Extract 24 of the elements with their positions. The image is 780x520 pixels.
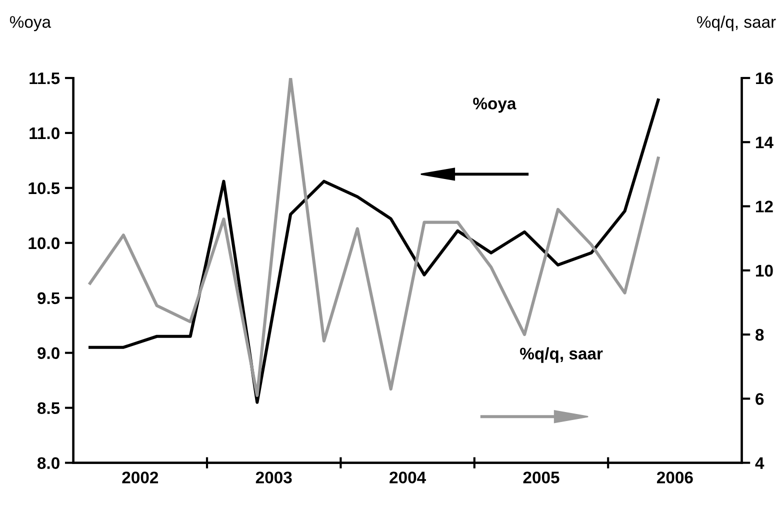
annotation: %q/q, saar bbox=[520, 347, 603, 363]
y2-axis-title: %q/q, saar bbox=[697, 16, 776, 32]
x-tick-label: 2004 bbox=[390, 472, 426, 484]
x-tick-label: 2006 bbox=[656, 472, 693, 484]
y-tick-label: 8.0 bbox=[37, 457, 60, 470]
y2-tick-label: 16 bbox=[756, 72, 773, 84]
x-tick-label: 2002 bbox=[122, 472, 158, 484]
y-tick-label: 10.5 bbox=[28, 182, 60, 194]
y2-tick-label: 6 bbox=[756, 393, 764, 405]
x-tick-label: 2005 bbox=[523, 472, 560, 484]
y-tick-label: 11.5 bbox=[30, 72, 60, 84]
y2-tick-label: 8 bbox=[756, 328, 764, 341]
y2-tick-label: 12 bbox=[756, 200, 773, 212]
y-tick-label: 10.0 bbox=[28, 237, 60, 250]
y-tick-label: 9.0 bbox=[38, 347, 60, 360]
y2-tick-label: 10 bbox=[756, 264, 773, 277]
y-axis-title: %oya bbox=[10, 16, 52, 32]
x-tick-label: 2003 bbox=[256, 472, 292, 484]
y-tick-label: 8.5 bbox=[37, 402, 60, 414]
y2-tick-label: 14 bbox=[756, 136, 774, 148]
y-tick-label: 11.0 bbox=[30, 127, 60, 140]
y-tick-label: 9.5 bbox=[38, 292, 60, 304]
y2-tick-label: 4 bbox=[755, 457, 764, 469]
annotation: %oya bbox=[473, 98, 516, 113]
